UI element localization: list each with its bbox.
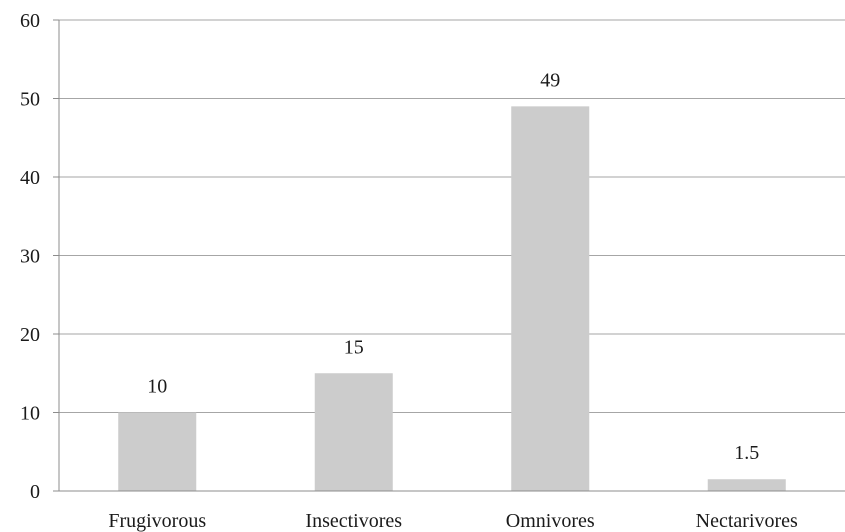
data-label-insectivores: 15 [344,336,364,358]
x-tick-label-nectarivores: Nectarivores [696,510,798,532]
y-tick-label: 60 [20,10,40,32]
axes [53,19,845,492]
bar-omnivores [511,106,590,491]
y-tick-label: 10 [20,403,40,425]
data-label-nectarivores: 1.5 [734,442,759,464]
y-tick-label: 40 [20,167,40,189]
gridlines [59,19,845,413]
x-tick-label-frugivorous: Frugivorous [108,510,206,532]
y-tick-label: 20 [20,324,40,346]
x-tick-label-insectivores: Insectivores [305,510,402,532]
labels: 0 10 20 30 40 50 60 10 Frugivorous 15 Insectivores… [20,10,798,532]
bar-frugivorous [118,412,197,491]
data-label-omnivores: 49 [540,69,560,91]
bar-nectarivores [707,479,786,491]
y-tick-label: 0 [30,481,40,503]
bar-insectivores [314,373,393,491]
y-tick-label: 50 [20,89,40,111]
bars [118,106,786,491]
data-label-frugivorous: 10 [147,376,167,398]
y-tick-label: 30 [20,246,40,268]
x-tick-label-omnivores: Omnivores [506,510,595,532]
